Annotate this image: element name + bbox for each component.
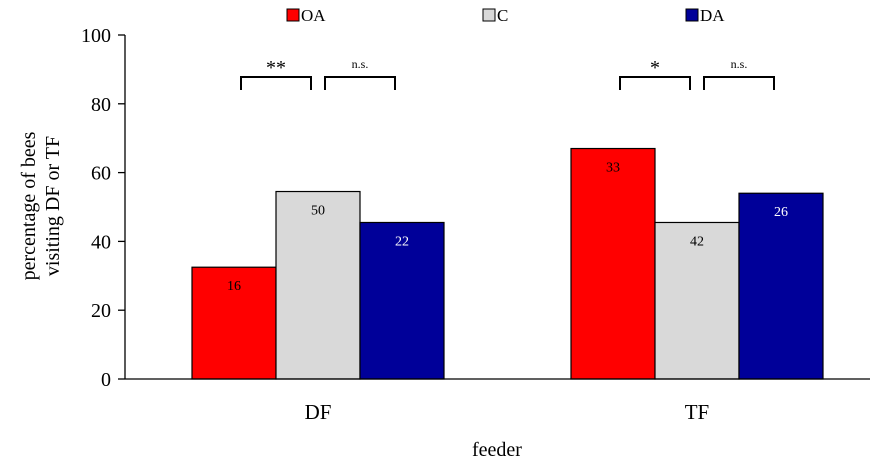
bar-value-label: 33 xyxy=(606,161,620,176)
significance-brackets: ** n.s. * n.s. xyxy=(240,57,775,90)
bar-c-tf xyxy=(654,221,740,380)
bar-value-label: 16 xyxy=(227,279,241,294)
significance-bracket xyxy=(703,76,775,90)
legend-label-da: DA xyxy=(700,6,725,25)
x-axis-title: feeder xyxy=(472,439,522,461)
bars xyxy=(191,147,824,380)
bar-oa-df xyxy=(191,266,277,380)
significance-bracket xyxy=(324,76,396,90)
bar-da-df xyxy=(359,221,445,380)
y-tick-labels: 0 20 40 60 80 100 xyxy=(81,25,111,391)
significance-bracket xyxy=(240,76,312,90)
bar-value-label: 22 xyxy=(395,234,409,249)
y-tick-label: 80 xyxy=(91,94,111,116)
bar-value-label: 50 xyxy=(311,204,325,219)
significance-bracket xyxy=(619,76,691,90)
bar-da-tf xyxy=(738,192,824,380)
bar-value-label: 26 xyxy=(774,205,788,220)
x-category-label: TF xyxy=(685,400,710,424)
significance-label: n.s. xyxy=(352,57,369,71)
legend: OA C DA xyxy=(286,6,725,25)
x-category-label: DF xyxy=(305,400,332,424)
y-tick-label: 40 xyxy=(91,231,111,253)
significance-label: * xyxy=(650,57,660,79)
y-tick-label: 100 xyxy=(81,25,111,47)
y-tick-label: 20 xyxy=(91,300,111,322)
y-axis-title: percentage of bees visiting DF or TF xyxy=(18,131,64,280)
y-axis-title-line: percentage of bees xyxy=(18,131,40,280)
y-tick-label: 60 xyxy=(91,163,111,185)
significance-label: n.s. xyxy=(731,57,748,71)
y-axis-title-line: visiting DF or TF xyxy=(42,136,64,276)
x-category-labels: DF TF xyxy=(305,400,710,424)
legend-swatch-c xyxy=(482,8,496,22)
bar-oa-tf xyxy=(570,147,656,380)
bar-c-df xyxy=(275,190,361,380)
legend-label-oa: OA xyxy=(301,6,326,25)
legend-label-c: C xyxy=(497,6,508,25)
significance-label: ** xyxy=(266,57,286,79)
legend-swatch-da xyxy=(685,8,699,22)
y-tick-label: 0 xyxy=(101,369,111,391)
axes xyxy=(118,34,870,380)
bar-value-label: 42 xyxy=(690,234,704,249)
bar-value-labels: 16 50 22 33 42 26 xyxy=(227,161,788,295)
legend-swatch-oa xyxy=(286,8,300,22)
